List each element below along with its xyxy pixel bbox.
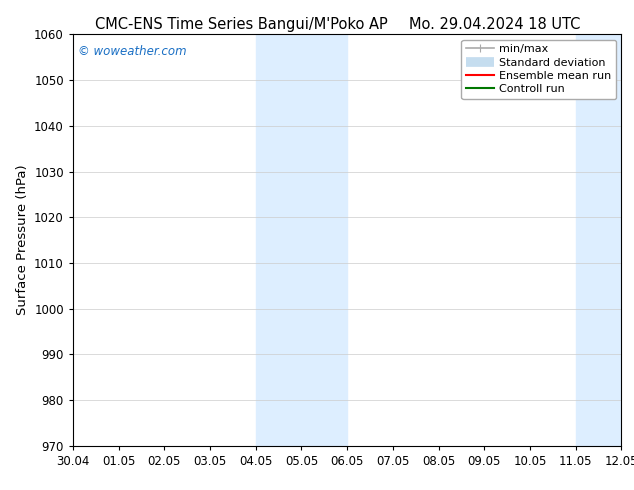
- Bar: [256, 34, 301, 446]
- Text: Mo. 29.04.2024 18 UTC: Mo. 29.04.2024 18 UTC: [409, 17, 580, 32]
- Bar: [576, 34, 621, 446]
- Text: CMC-ENS Time Series Bangui/M'Poko AP: CMC-ENS Time Series Bangui/M'Poko AP: [94, 17, 387, 32]
- Legend: min/max, Standard deviation, Ensemble mean run, Controll run: min/max, Standard deviation, Ensemble me…: [462, 40, 616, 99]
- Text: © woweather.com: © woweather.com: [79, 45, 187, 58]
- Bar: [621, 34, 634, 446]
- Bar: [301, 34, 347, 446]
- Y-axis label: Surface Pressure (hPa): Surface Pressure (hPa): [16, 165, 29, 316]
